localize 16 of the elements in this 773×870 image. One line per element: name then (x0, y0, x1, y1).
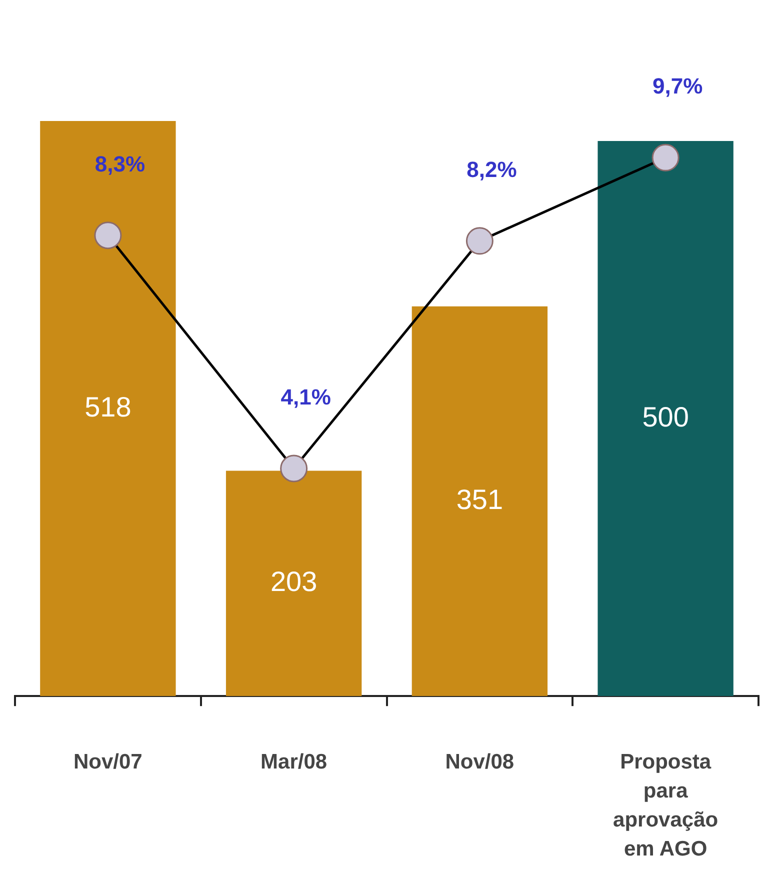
data-label: 4,1% (280, 384, 331, 410)
data-label: 9,7% (652, 74, 703, 99)
x-tick-label: Nov/07 (74, 750, 142, 774)
bar (226, 470, 362, 696)
x-tick-label: Nov/08 (445, 750, 514, 774)
bar (40, 121, 176, 696)
data-label: 500 (642, 401, 689, 432)
data-label: 8,2% (466, 156, 517, 182)
data-label: 351 (456, 484, 504, 515)
x-tick-label: Proposta para aprovação em AGO (613, 750, 718, 860)
data-label: 518 (84, 391, 132, 422)
bar (598, 141, 734, 696)
data-label: 203 (270, 566, 318, 598)
x-tick-label: Mar/08 (260, 750, 328, 774)
data-label: 8,3% (94, 151, 146, 176)
bar (412, 306, 548, 696)
